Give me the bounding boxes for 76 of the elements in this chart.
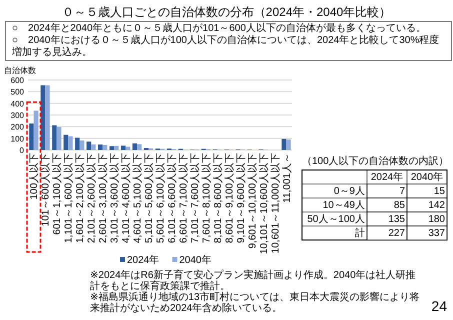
- legend-label: 2040年: [179, 254, 212, 266]
- bar: [120, 146, 126, 150]
- bar: [282, 138, 286, 150]
- y-axis-title: 自治体数: [4, 66, 36, 75]
- y-tick-label: 0～9人: [334, 186, 365, 197]
- data-label: 7: [399, 186, 406, 197]
- x-tick-label: 601～1,100人以下: [51, 153, 64, 235]
- x-tick-label: 101～600人以下: [40, 153, 52, 226]
- x-tick-label: 2,101～2,600人以下: [86, 153, 98, 244]
- text: ※福島県浜通り地域の13市町村については、東日本大震災の影響により将来推計がないため2024年含め除いている。: [90, 292, 420, 314]
- x-tick-label: 9,101～9,600人以下: [234, 153, 247, 244]
- bar: [286, 140, 291, 150]
- text: 24: [431, 298, 447, 314]
- data-label: 180: [428, 214, 446, 225]
- x-tick-label: 10,101～10,600人以下: [258, 153, 270, 254]
- bar: [98, 144, 103, 150]
- x-tick-label: 1,101～1,600人以下: [62, 153, 75, 244]
- bar: [102, 144, 108, 150]
- x-tick-label: 7,601～8,100人以下: [200, 153, 212, 244]
- x-tick-label: 4,101～4,600人以下: [120, 153, 132, 244]
- y-tick-label: 50人～100人: [307, 214, 365, 225]
- x-tick-label: 8,101～8,600人以下: [212, 153, 224, 244]
- y-tick-label: 計: [355, 227, 365, 239]
- legend-label: 2024年: [127, 254, 160, 266]
- x-tick-label: 2024年: [370, 171, 404, 183]
- x-tick-label: 3,101～3,600人以下: [108, 153, 121, 244]
- y-tick-label: 10～49人: [322, 200, 365, 211]
- x-tick-label: 5,601～6,100人以下: [154, 153, 166, 244]
- data-label: 142: [428, 200, 446, 211]
- bar: [86, 142, 92, 150]
- x-tick-label: 10,601～11,000人以下: [269, 153, 282, 254]
- x-tick-label: 4,601～5,100人以下: [132, 153, 144, 244]
- bar: [126, 146, 130, 150]
- bar: [56, 127, 62, 150]
- x-tick-label: 6,101～6,600人以下: [166, 153, 178, 244]
- x-tick-label: 7,101～7,600人以下: [188, 153, 201, 244]
- x-tick-label: 9,601～10,100人以下: [246, 153, 258, 249]
- text: ※2024年はR6新子育て安心プラン実施計画より作成。2040年は社人研推計をもとに保育政策課で推計。: [90, 270, 417, 292]
- bar: [52, 125, 57, 150]
- bar: [64, 134, 68, 150]
- y-tick-label: 100: [10, 134, 25, 144]
- bar: [75, 138, 80, 150]
- bar: [29, 124, 34, 150]
- x-tick-label: 5,101～5,600人以下: [143, 153, 156, 244]
- data-label: 15: [434, 186, 446, 197]
- bar: [40, 85, 46, 150]
- data-label: 135: [388, 214, 406, 225]
- bar: [34, 110, 38, 150]
- bar: [45, 85, 50, 150]
- data-label: 85: [394, 200, 406, 211]
- x-tick-label: 2040年: [410, 171, 444, 183]
- text: ○ 2024年と2040年ともに０～５歳人口が101～600人以下の自治体が最も多くなっている。: [12, 23, 427, 34]
- bar: [109, 146, 114, 150]
- y-tick-label: 200: [10, 122, 25, 132]
- x-tick-label: 8,601～9,100人以下: [223, 153, 236, 244]
- bar: [137, 144, 142, 150]
- y-tick-label: 600: [10, 76, 25, 85]
- chart-title: ０～５歳人口ごとの自治体数の分布（2024年・2040年比較）: [60, 4, 392, 21]
- bar: [132, 143, 138, 150]
- bar: [80, 140, 84, 150]
- bar: [114, 146, 119, 150]
- x-tick-label: 2,601～3,100人以下: [97, 153, 110, 244]
- text: ○ 2040年における０～５歳人口が100人以下の自治体については、2024年と比較して30%程度増加する見込み。: [12, 35, 440, 59]
- y-tick-label: 500: [10, 88, 25, 97]
- y-tick-label: 300: [10, 111, 25, 120]
- data-label: 337: [428, 228, 446, 239]
- x-tick-label: 6,601～7,100人以下: [177, 153, 190, 244]
- y-tick-label: 400: [10, 99, 25, 108]
- data-label: 227: [388, 228, 406, 239]
- x-tick-label: 100人以下: [28, 153, 40, 200]
- y-tick-label: 0: [20, 146, 25, 155]
- chart-title: （100人以下の自治体数の内訳）: [302, 155, 449, 167]
- bar: [68, 136, 73, 150]
- bar: [91, 144, 96, 150]
- x-tick-label: 1,601～2,100人以下: [74, 153, 86, 244]
- x-tick-label: 11,001人～: [282, 153, 293, 203]
